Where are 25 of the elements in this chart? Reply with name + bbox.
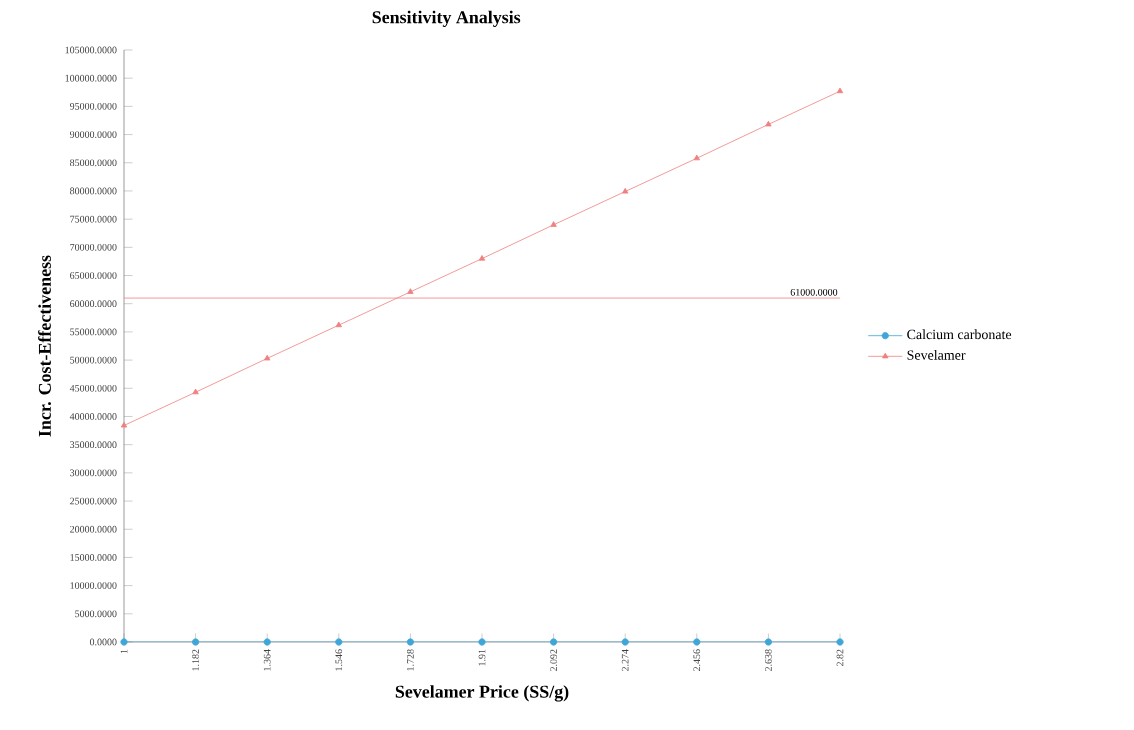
- point: [693, 154, 700, 161]
- point: [120, 421, 128, 428]
- point: [764, 638, 772, 646]
- point: [407, 288, 414, 294]
- point: [836, 638, 844, 646]
- point: [335, 321, 342, 328]
- point: [406, 638, 414, 646]
- point: [478, 638, 486, 646]
- point: [192, 388, 199, 395]
- point: [263, 638, 271, 646]
- point: [836, 87, 844, 94]
- point: [621, 638, 629, 646]
- point: [478, 255, 486, 261]
- point: [335, 638, 343, 646]
- point: [192, 638, 200, 646]
- x-axis-title: Sevelamer Price (SS/g): [395, 685, 569, 702]
- point: [550, 638, 558, 646]
- point: [765, 120, 772, 127]
- chart-title: Sensitivity Analysis: [372, 10, 521, 28]
- point: [264, 354, 271, 361]
- point: [550, 221, 557, 227]
- point: [120, 638, 128, 646]
- point: [693, 638, 701, 646]
- y-axis-title: Incr. Cost-Effectiveness: [38, 255, 51, 437]
- point: [622, 187, 629, 194]
